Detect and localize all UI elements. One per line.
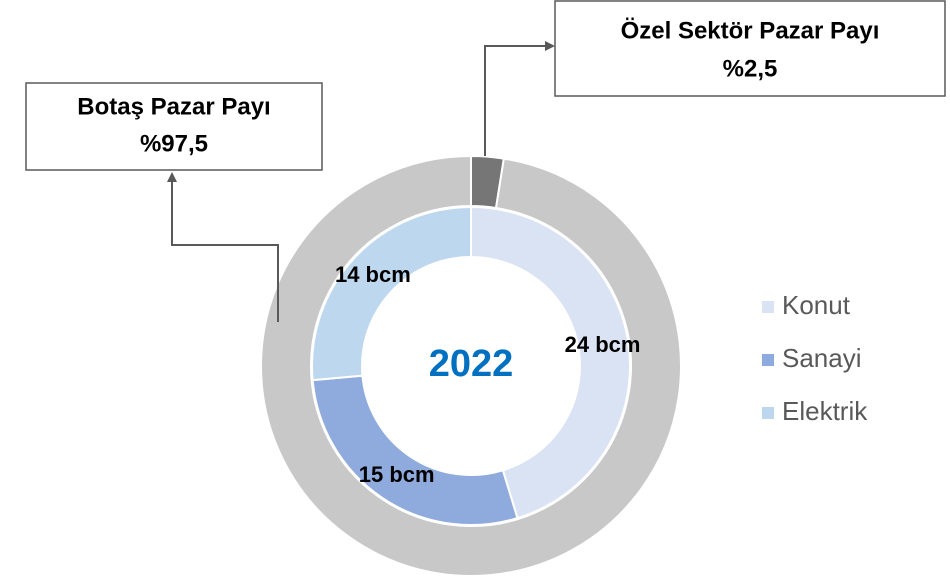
callout-value: %2,5 bbox=[723, 55, 778, 82]
callout-value: %97,5 bbox=[140, 130, 208, 157]
donut-segment bbox=[260, 154, 682, 576]
center-label: 2022 bbox=[429, 343, 514, 385]
callout-box bbox=[25, 82, 323, 171]
connector bbox=[167, 172, 279, 322]
data-label: 14 bcm bbox=[335, 262, 411, 287]
callout-title: Botaş Pazar Payı bbox=[77, 93, 270, 120]
data-label: 24 bcm bbox=[565, 332, 641, 357]
legend-label: Konut bbox=[782, 290, 851, 320]
callout-box bbox=[554, 0, 946, 97]
donut-segment bbox=[311, 205, 472, 382]
legend-label: Elektrik bbox=[782, 396, 868, 426]
donut-segment bbox=[470, 205, 631, 520]
legend-swatch bbox=[762, 301, 774, 313]
legend-swatch bbox=[762, 407, 774, 419]
callout-title: Özel Sektör Pazar Payı bbox=[621, 17, 880, 44]
donut bbox=[260, 154, 682, 576]
connector bbox=[484, 41, 555, 156]
data-label: 15 bcm bbox=[359, 462, 435, 487]
legend-swatch bbox=[762, 354, 774, 366]
legend-label: Sanayi bbox=[782, 343, 862, 373]
